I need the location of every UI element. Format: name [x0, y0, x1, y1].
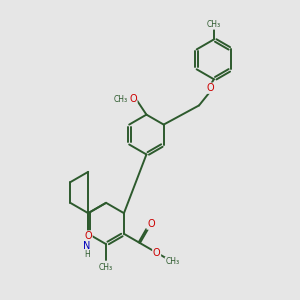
Text: CH₃: CH₃	[99, 262, 113, 272]
Text: N: N	[83, 241, 90, 251]
Text: O: O	[84, 231, 92, 241]
Text: O: O	[147, 219, 155, 229]
Text: O: O	[206, 83, 214, 93]
Text: CH₃: CH₃	[165, 257, 179, 266]
Text: O: O	[129, 94, 137, 104]
Text: CH₃: CH₃	[114, 95, 128, 104]
Text: O: O	[153, 248, 160, 258]
Text: CH₃: CH₃	[207, 20, 221, 29]
Text: H: H	[84, 250, 90, 259]
